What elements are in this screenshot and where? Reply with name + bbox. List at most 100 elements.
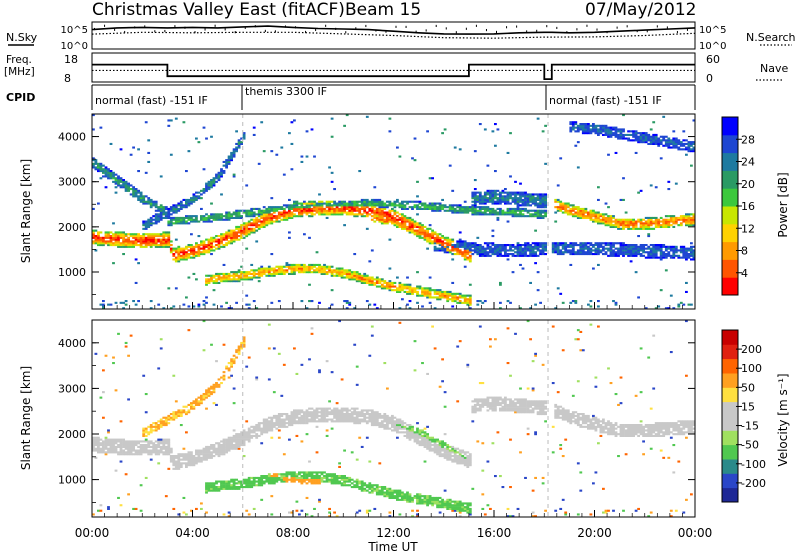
range-gate-cell [157,244,161,247]
range-gate-cell [602,220,605,223]
range-gate-cell [154,422,158,425]
range-gate-cell [215,489,218,492]
range-gate-cell [496,251,500,254]
range-gate-cell [333,188,336,191]
range-gate-cell [408,287,412,290]
range-gate-cell [345,300,349,303]
range-gate-cell [169,209,173,212]
range-gate-cell [200,460,203,463]
range-gate-cell [117,453,120,456]
range-gate-cell [97,444,100,447]
range-gate-cell [267,272,271,275]
range-gate-cell [458,249,462,252]
range-gate-cell [290,211,294,214]
range-gate-cell [632,224,635,227]
range-gate-cell [132,444,135,447]
range-gate-cell [210,135,213,138]
range-gate-cell [436,207,439,210]
range-gate-cell [104,438,108,441]
range-gate-cell [222,482,226,485]
range-gate-cell [664,135,668,138]
range-gate-cell [257,227,261,230]
range-gate-cell [252,478,256,481]
range-gate-cell [511,254,515,257]
range-gate-cell [416,225,419,228]
range-gate-cell [159,422,163,425]
range-gate-cell [418,231,422,234]
range-gate-cell [207,218,211,221]
range-gate-cell [672,146,676,149]
range-gate-cell [267,222,271,225]
range-gate-cell [235,216,238,219]
range-gate-cell [220,445,223,448]
range-gate-cell [207,394,211,397]
range-gate-cell [137,449,140,452]
range-gate-cell [466,303,470,306]
range-gate-cell [205,456,208,459]
range-gate-cell [644,247,648,250]
range-gate-cell [313,155,316,158]
range-gate-cell [375,280,379,283]
range-gate-cell [345,272,349,275]
range-gate-cell [456,251,460,254]
range-gate-cell [408,307,412,309]
range-gate-cell [192,455,196,458]
range-gate-cell [386,213,389,216]
range-gate-cell [107,240,110,243]
range-gate-cell [187,305,191,308]
range-gate-cell [524,249,527,252]
range-gate-cell [524,244,527,247]
range-gate-cell [179,258,183,261]
range-gate-cell [662,224,666,227]
range-gate-cell [313,202,316,205]
range-gate-cell [544,198,547,201]
range-gate-cell [524,245,527,248]
range-gate-cell [491,251,495,254]
range-gate-cell [584,216,588,219]
range-gate-cell [187,204,191,207]
range-gate-cell [649,222,653,225]
range-gate-cell [205,447,208,450]
range-gate-cell [556,247,560,250]
range-gate-cell [104,231,108,234]
range-gate-cell [569,253,573,256]
range-gate-cell [343,200,346,203]
range-gate-cell [262,429,266,432]
range-gate-cell [147,200,151,203]
range-gate-cell [230,215,233,218]
range-gate-cell [604,130,608,133]
range-gate-cell [380,283,384,286]
range-gate-cell [539,197,542,200]
range-gate-cell [174,211,178,214]
range-gate-cell [594,220,598,223]
range-gate-cell [629,254,633,257]
range-gate-cell [423,290,427,293]
range-gate-cell [164,244,168,247]
range-gate-cell [592,124,595,127]
range-gate-cell [232,231,236,234]
range-gate-cell [270,197,274,200]
range-gate-cell [117,451,120,454]
range-gate-cell [355,200,359,203]
range-gate-cell [107,440,110,443]
range-gate-cell [521,253,525,256]
range-gate-cell [664,139,668,142]
range-gate-cell [433,236,437,239]
range-gate-cell [212,303,216,306]
range-gate-cell [320,272,324,275]
range-gate-cell [398,213,402,216]
range-gate-cell [458,253,462,256]
range-gate-cell [99,438,103,441]
range-gate-cell [612,244,615,247]
range-gate-cell [164,211,168,214]
range-gate-cell [192,197,196,200]
range-gate-cell [114,389,118,392]
range-gate-cell [112,447,115,450]
range-gate-cell [197,400,201,403]
range-gate-cell [147,151,151,154]
range-gate-cell [293,204,296,207]
range-gate-cell [516,206,520,209]
range-gate-cell [657,256,661,259]
range-gate-cell [315,204,319,207]
range-gate-cell [325,209,329,212]
